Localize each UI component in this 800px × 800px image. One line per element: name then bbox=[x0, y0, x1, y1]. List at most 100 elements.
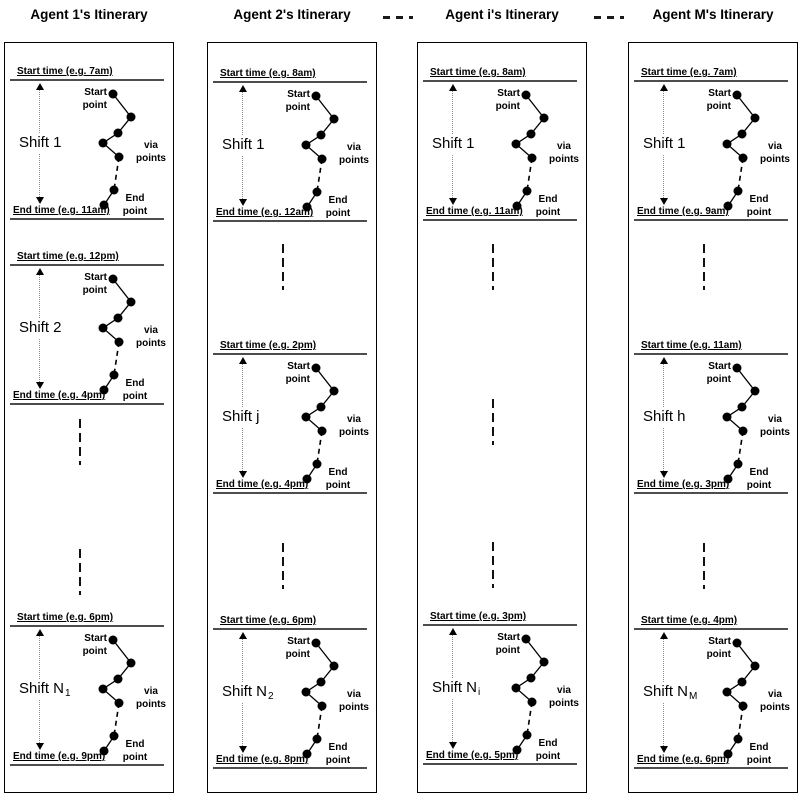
shift-label: Shift Ni bbox=[430, 679, 483, 698]
via-points-label: via points bbox=[549, 685, 579, 709]
arrowhead-down-icon bbox=[238, 746, 247, 753]
end-time-label: End time (e.g. 11am) bbox=[13, 205, 110, 216]
start-point-label: Start point bbox=[82, 633, 107, 657]
end-time-label: End time (e.g. 8pm) bbox=[216, 754, 309, 765]
end-point-label: End point bbox=[535, 194, 561, 218]
omitted-shifts-dashes-icon bbox=[703, 244, 705, 290]
via-points-label: via points bbox=[760, 414, 790, 438]
start-time-label: Start time (e.g. 8am) bbox=[220, 68, 316, 79]
shift-name: Shift 1 bbox=[643, 135, 686, 152]
start-time-line bbox=[10, 264, 164, 266]
shift-block-agent1-shift2: Start time (e.g. 12pm) Shift 2 Start poi… bbox=[5, 251, 172, 406]
end-time-label: End time (e.g. 5pm) bbox=[426, 750, 519, 761]
arrowhead-down-icon bbox=[659, 746, 668, 753]
via-points-label: via points bbox=[760, 141, 790, 165]
end-point-label: End point bbox=[746, 742, 772, 766]
end-time-line bbox=[213, 492, 367, 494]
omitted-shifts-dashes-icon bbox=[492, 542, 494, 588]
shift-name: Shift 1 bbox=[19, 134, 62, 151]
via-points-label: via points bbox=[339, 142, 369, 166]
arrowhead-down-icon bbox=[448, 742, 457, 749]
start-time-label: Start time (e.g. 11am) bbox=[641, 340, 742, 351]
end-point-label: End point bbox=[325, 467, 351, 491]
arrowhead-up-icon bbox=[35, 629, 44, 636]
start-point-label: Start point bbox=[706, 88, 731, 112]
arrowhead-up-icon bbox=[238, 85, 247, 92]
start-point-label: Start point bbox=[82, 87, 107, 111]
start-time-line bbox=[423, 624, 577, 626]
arrowhead-up-icon bbox=[448, 628, 457, 635]
agent-1-title: Agent 1's Itinerary bbox=[30, 7, 148, 22]
start-point-label: Start point bbox=[82, 272, 107, 296]
end-time-line bbox=[634, 492, 788, 494]
omitted-shifts-dashes-icon bbox=[79, 419, 81, 465]
start-time-label: Start time (e.g. 7am) bbox=[17, 66, 113, 77]
end-time-line bbox=[10, 218, 164, 220]
arrowhead-up-icon bbox=[659, 357, 668, 364]
start-time-label: Start time (e.g. 2pm) bbox=[220, 340, 317, 351]
omitted-shifts-dashes-icon bbox=[282, 543, 284, 589]
shift-label: Shift NM bbox=[641, 683, 700, 702]
end-time-line bbox=[634, 219, 788, 221]
shift-name: Shift h bbox=[643, 408, 686, 425]
shift-name: Shift j bbox=[222, 408, 260, 425]
omitted-agents-dashes-icon bbox=[594, 16, 624, 19]
end-time-line bbox=[634, 767, 788, 769]
arrowhead-down-icon bbox=[448, 198, 457, 205]
end-time-line bbox=[423, 219, 577, 221]
start-time-label: Start time (e.g. 7am) bbox=[641, 67, 737, 78]
shift-subscript: M bbox=[689, 691, 698, 702]
arrowhead-up-icon bbox=[659, 632, 668, 639]
arrowhead-down-icon bbox=[659, 198, 668, 205]
arrowhead-up-icon bbox=[238, 357, 247, 364]
shift-label: Shift 2 bbox=[17, 319, 65, 338]
end-time-label: End time (e.g. 12am) bbox=[216, 207, 314, 218]
start-time-line bbox=[213, 628, 367, 630]
end-point-label: End point bbox=[325, 742, 351, 766]
start-time-label: Start time (e.g. 4pm) bbox=[641, 615, 738, 626]
start-point-label: Start point bbox=[285, 361, 310, 385]
agent-2-itinerary-panel: Start time (e.g. 8am) Shift 1 Start poin… bbox=[207, 42, 377, 793]
via-points-label: via points bbox=[339, 414, 369, 438]
omitted-shifts-dashes-icon bbox=[492, 244, 494, 290]
arrowhead-up-icon bbox=[659, 84, 668, 91]
end-time-line bbox=[10, 764, 164, 766]
shift-name: Shift N bbox=[643, 683, 689, 700]
shift-block-agenti-shift1: Start time (e.g. 8am) Shift 1 Start poin… bbox=[418, 67, 585, 222]
end-point-label: End point bbox=[746, 467, 772, 491]
shift-label: Shift h bbox=[641, 408, 689, 427]
omitted-shifts-dashes-icon bbox=[79, 549, 81, 595]
start-point-label: Start point bbox=[285, 89, 310, 113]
omitted-shifts-dashes-icon bbox=[282, 244, 284, 290]
shift-label: Shift j bbox=[220, 408, 263, 427]
shift-label: Shift 1 bbox=[641, 135, 689, 154]
end-time-line bbox=[213, 767, 367, 769]
start-time-label: Start time (e.g. 6pm) bbox=[17, 612, 114, 623]
via-points-label: via points bbox=[760, 689, 790, 713]
shift-label: Shift N1 bbox=[17, 680, 73, 699]
start-time-line bbox=[10, 79, 164, 81]
start-time-line bbox=[634, 628, 788, 630]
start-time-line bbox=[634, 353, 788, 355]
arrowhead-down-icon bbox=[238, 471, 247, 478]
via-points-label: via points bbox=[136, 140, 166, 164]
start-time-line bbox=[213, 353, 367, 355]
end-time-line bbox=[213, 220, 367, 222]
arrowhead-down-icon bbox=[238, 199, 247, 206]
shift-block-agent2-shiftN2: Start time (e.g. 6pm) Shift N2 Start poi… bbox=[208, 615, 375, 770]
arrowhead-down-icon bbox=[35, 743, 44, 750]
start-point-label: Start point bbox=[706, 636, 731, 660]
omitted-agents-dashes-icon bbox=[383, 16, 413, 19]
end-time-label: End time (e.g. 3pm) bbox=[637, 479, 730, 490]
shift-name: Shift 2 bbox=[19, 319, 62, 336]
start-time-label: Start time (e.g. 6pm) bbox=[220, 615, 317, 626]
start-point-label: Start point bbox=[706, 361, 731, 385]
shift-subscript: 1 bbox=[65, 688, 71, 699]
shift-block-agentm-shiftNM: Start time (e.g. 4pm) Shift NM Start poi… bbox=[629, 615, 796, 770]
shift-block-agent2-shiftj: Start time (e.g. 2pm) Shift j Start poin… bbox=[208, 340, 375, 495]
end-time-label: End time (e.g. 6pm) bbox=[637, 754, 730, 765]
end-point-label: End point bbox=[325, 195, 351, 219]
shift-block-agentm-shift1: Start time (e.g. 7am) Shift 1 Start poin… bbox=[629, 67, 796, 222]
omitted-shifts-dashes-icon bbox=[492, 399, 494, 445]
